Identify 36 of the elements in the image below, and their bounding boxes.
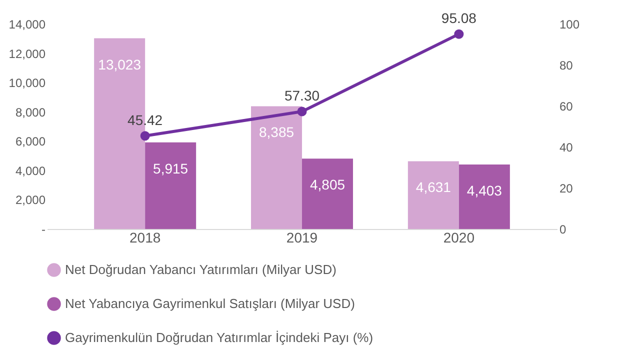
data-label: 4,805 (310, 176, 346, 193)
x-tick-label: 2020 (443, 230, 475, 246)
bar (458, 164, 510, 229)
bar (145, 142, 196, 229)
y2-tick-label: 40 (560, 140, 574, 154)
y2-tick-label: 80 (560, 58, 574, 72)
data-label: 95.08 (441, 10, 477, 26)
y2-tick-label: 0 (560, 222, 566, 236)
data-label: 4,631 (416, 179, 452, 196)
y-tick-label: 4,000 (15, 164, 46, 178)
y-tick-label: 6,000 (15, 134, 46, 149)
data-label: 13,023 (98, 56, 142, 72)
legend-label: Net Yabancıya Gayrimenkul Satışları (Milyar USD) (65, 296, 355, 311)
data-label: 57.30 (284, 88, 320, 104)
legend-label: Gayrimenkulün Doğrudan Yatırımlar İçindeki Payı (%) (65, 330, 374, 345)
y-tick-label: 8,000 (15, 105, 46, 120)
y-tick-label: 2,000 (15, 193, 46, 208)
y2-tick-label: 100 (560, 18, 580, 32)
data-label: 4,403 (466, 182, 502, 199)
bar (251, 106, 302, 229)
x-tick-label: 2018 (130, 230, 161, 246)
y2-tick-label: 20 (560, 182, 574, 196)
y-tick-label: 14,000 (8, 18, 46, 32)
point (454, 29, 464, 39)
point (140, 131, 150, 141)
y-tick-label: 12,000 (8, 46, 46, 61)
y-tick-label: 10,000 (8, 76, 46, 90)
y2-tick-label: 60 (560, 100, 574, 114)
legend-label: Net Doğrudan Yabancı Yatırımları (Milyar USD) (65, 262, 336, 277)
data-label: 8,385 (258, 124, 294, 140)
bar (408, 161, 459, 229)
bar (302, 158, 353, 229)
data-label: 5,915 (153, 160, 188, 176)
point (297, 106, 307, 116)
y-tick-label: - (42, 222, 46, 236)
x-tick-label: 2019 (286, 230, 318, 246)
